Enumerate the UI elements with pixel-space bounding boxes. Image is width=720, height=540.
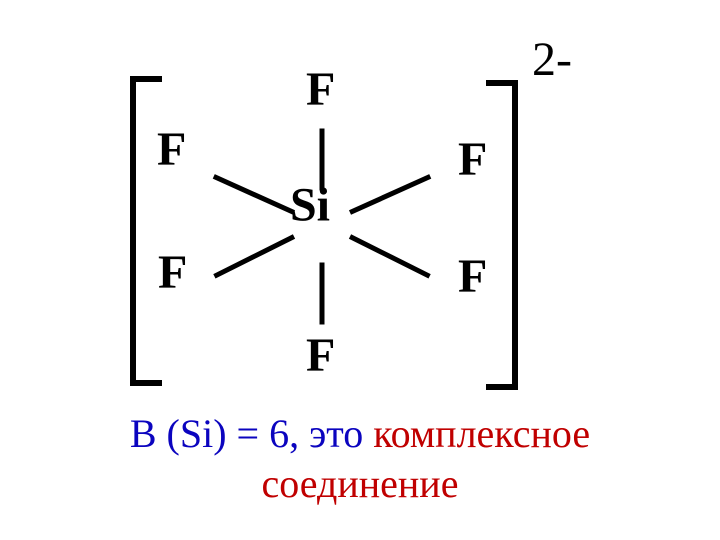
ligand-atom: F (306, 328, 335, 383)
bond (213, 174, 295, 215)
bracket-right (486, 80, 518, 390)
caption-blue-text: B (Si) = 6, это (130, 411, 373, 456)
ligand-atom: F (458, 132, 487, 187)
bond (349, 234, 431, 278)
chemistry-slide: Si F F F F F F 2- B (Si) = 6, это компле… (0, 0, 720, 540)
bond (349, 174, 431, 215)
ligand-atom: F (458, 249, 487, 304)
bond (213, 234, 295, 278)
ligand-atom: F (158, 245, 187, 300)
caption-line-2: соединение (0, 460, 720, 507)
ligand-atom: F (306, 62, 335, 117)
ligand-atom: F (157, 122, 186, 177)
caption-red-text: комплексное (373, 411, 590, 456)
center-atom: Si (290, 178, 330, 233)
bond (320, 262, 325, 324)
caption-red-text: соединение (262, 461, 459, 506)
caption-line-1: B (Si) = 6, это комплексное (0, 410, 720, 457)
ion-charge: 2- (532, 32, 572, 87)
